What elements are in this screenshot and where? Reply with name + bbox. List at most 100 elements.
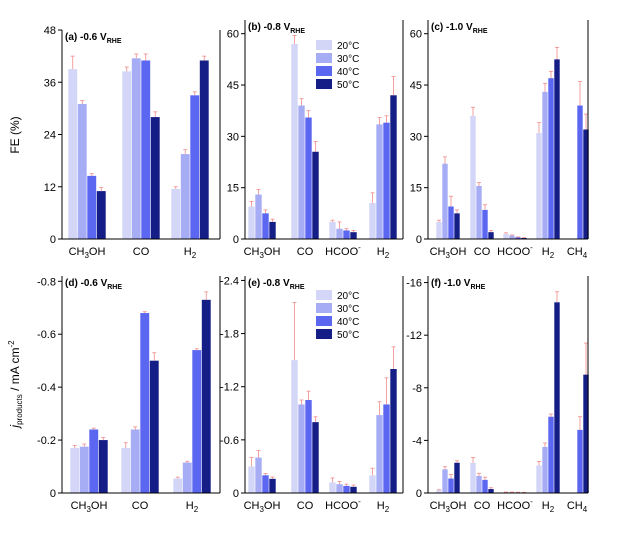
category-label: CO — [297, 500, 314, 512]
bar — [548, 78, 554, 239]
legend-label: 30°C — [337, 304, 359, 315]
bar — [369, 203, 376, 239]
bar — [554, 59, 560, 239]
bar — [476, 475, 482, 493]
y-tick-label: 15 — [410, 183, 422, 195]
bar — [369, 475, 376, 493]
bar — [436, 221, 442, 239]
bar — [312, 151, 319, 239]
bar — [390, 369, 397, 493]
legend-label: 50°C — [337, 330, 359, 341]
bar — [536, 465, 542, 493]
bar — [383, 122, 390, 239]
bar — [554, 302, 560, 493]
bar — [190, 95, 200, 239]
y-tick-label: -0.6 — [220, 435, 239, 447]
bar — [173, 478, 183, 493]
y-tick-label: -8 — [412, 383, 422, 395]
bar — [436, 490, 442, 493]
bar — [390, 95, 397, 239]
category-label: H2 — [542, 246, 555, 260]
legend-swatch — [316, 40, 332, 50]
bar — [336, 484, 343, 493]
legend-label: 40°C — [337, 67, 359, 78]
bar — [305, 117, 312, 239]
bar — [262, 475, 269, 493]
y-tick-label: -4 — [412, 435, 422, 447]
category-label: HCOO- — [497, 243, 533, 258]
bar — [201, 299, 211, 493]
bar — [89, 429, 99, 493]
bar — [329, 482, 336, 493]
bar — [376, 124, 383, 239]
category-label: H2 — [377, 500, 390, 514]
y-tick-label: -2.4 — [220, 275, 239, 287]
y-tick-label: -0.6 — [37, 329, 56, 341]
bar — [192, 350, 202, 493]
bar — [583, 129, 589, 239]
bar — [454, 462, 460, 493]
y-tick-label: 36 — [44, 77, 56, 89]
bar — [343, 485, 350, 493]
bar — [77, 104, 87, 240]
bar — [577, 429, 583, 493]
bar — [199, 60, 209, 240]
y-tick-label: -1.8 — [220, 329, 239, 341]
legend-swatch — [316, 53, 332, 63]
panel-title: (b) -0.8 VRHE — [248, 22, 305, 35]
category-label: H2 — [542, 500, 555, 514]
bar — [150, 117, 160, 239]
chart-panel-e: 0 -0.6 -1.2 -1.8 -2.4 CH3OH CO HCOO- H2 (e) -0.8 … — [220, 275, 404, 514]
y-axis-title-bottom: jproducts / mA cm-2 — [7, 340, 24, 430]
bar — [383, 404, 390, 493]
bar — [298, 404, 305, 493]
bar — [476, 185, 482, 239]
legend-swatch — [316, 79, 332, 89]
bar — [442, 163, 448, 239]
legend-swatch — [316, 290, 332, 300]
chart-panel-d: 0 -0.2 -0.4 -0.6 -0.8 CH3OH CO H2 (d) -0.6 VRHE — [37, 276, 221, 514]
chart-panel-a: 0 12 24 36 48 CH3OH CO H2 (a) -0.6 VRHE — [44, 25, 221, 260]
category-label: HCOO- — [497, 497, 533, 512]
category-label: H2 — [186, 500, 199, 514]
bar — [255, 457, 262, 493]
bar — [583, 374, 589, 493]
y-tick-label: 60 — [227, 29, 239, 41]
bar — [515, 237, 521, 239]
y-tick-label: 24 — [44, 130, 56, 142]
category-label: CH3OH — [244, 500, 281, 514]
legend-label: 20°C — [337, 41, 359, 52]
y-tick-label: -0.2 — [37, 435, 56, 447]
bar — [448, 206, 454, 239]
bar — [488, 232, 494, 239]
category-label: HCOO- — [325, 243, 361, 258]
category-label: CH4 — [567, 246, 588, 260]
y-tick-label: 45 — [227, 80, 239, 92]
bar — [470, 115, 476, 239]
panel-title: (e) -0.8 VRHE — [248, 278, 305, 291]
bar — [140, 313, 150, 493]
category-label: CO — [132, 500, 149, 512]
y-tick-label: 0 — [233, 488, 239, 500]
legend-label: 20°C — [337, 291, 359, 302]
y-tick-label: -12 — [406, 330, 422, 342]
category-label: H2 — [184, 246, 197, 260]
bar — [503, 233, 509, 239]
y-tick-label: 0 — [50, 488, 56, 500]
category-label: CO — [297, 246, 314, 258]
bar — [312, 422, 319, 493]
y-tick-label: 12 — [44, 182, 56, 194]
bar — [262, 213, 269, 239]
bar — [180, 154, 190, 239]
bar — [70, 448, 80, 493]
bar — [255, 194, 262, 239]
chart-panel-c: 0 15 30 45 60 CH3OH CO HCOO- H2 CH4 (c) -1.0 VRHE — [410, 20, 589, 260]
bar — [336, 228, 343, 239]
bar — [141, 60, 151, 240]
bar — [131, 58, 141, 239]
panel-title: (d) -0.6 VRHE — [65, 278, 122, 291]
y-tick-label: -0.4 — [37, 382, 56, 394]
category-label: CO — [133, 246, 150, 258]
bar — [248, 206, 255, 239]
